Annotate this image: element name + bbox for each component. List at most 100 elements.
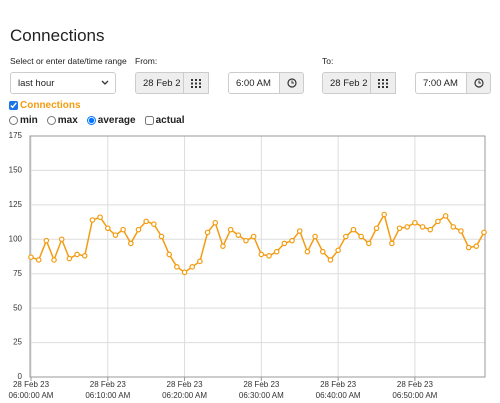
x-tick-label: 06:20:00 AM (162, 391, 207, 400)
point (112, 232, 119, 238)
option-input[interactable] (9, 116, 18, 125)
point (128, 240, 134, 247)
point (442, 213, 449, 219)
point (66, 255, 73, 262)
calendar-button[interactable] (183, 72, 209, 94)
option-input[interactable] (144, 116, 154, 125)
point (143, 218, 149, 225)
from-date[interactable]: 28 Feb 2 (135, 72, 184, 94)
point (51, 257, 57, 263)
point (197, 258, 203, 265)
point (243, 237, 249, 244)
point (396, 225, 403, 232)
point (312, 233, 318, 240)
point (289, 237, 295, 244)
calendar-button[interactable] (370, 72, 396, 94)
series-toggle[interactable]: Connections (9, 100, 81, 111)
option[interactable]: average (86, 115, 136, 126)
point (212, 219, 219, 226)
x-tick-label: 06:50:00 AM (392, 391, 437, 400)
point (273, 248, 280, 255)
point (220, 243, 226, 249)
point (166, 251, 173, 258)
point (43, 237, 50, 244)
point (250, 233, 257, 240)
y-tick-label: 100 (9, 234, 23, 243)
point (35, 257, 42, 263)
point (335, 247, 341, 254)
point (427, 226, 434, 233)
x-tick-label: 28 Feb 23 (13, 380, 50, 389)
point (81, 253, 88, 259)
option[interactable]: max (46, 115, 78, 126)
to-label: To: (322, 56, 334, 66)
x-tick-label: 28 Feb 23 (243, 380, 280, 389)
x-tick-label: 28 Feb 23 (90, 380, 127, 389)
point (366, 240, 372, 247)
point (174, 264, 180, 270)
point (404, 224, 411, 230)
chevron (101, 80, 109, 85)
point (319, 248, 326, 255)
range-select[interactable]: last hour (10, 72, 116, 94)
x-tick-label: 06:30:00 AM (239, 391, 284, 400)
point (373, 225, 380, 232)
point (435, 218, 441, 225)
y-tick-label: 50 (13, 303, 22, 312)
chart: 0 25 50 75 100 125 150 175 28 Feb 23 06:00:00 AM 2… (9, 131, 487, 400)
plot-frame (29, 135, 486, 378)
clock-icon (286, 78, 297, 88)
point (381, 211, 387, 218)
x-tick-label: 28 Feb 23 (167, 380, 204, 389)
calendar-icon (191, 78, 201, 88)
x-tick-label: 06:40:00 AM (316, 391, 361, 400)
point (450, 224, 457, 230)
clock-button[interactable] (279, 72, 304, 94)
point (97, 214, 103, 221)
range-value: last hour (18, 77, 55, 89)
option-input[interactable] (46, 116, 56, 125)
series-checkbox[interactable] (9, 101, 18, 110)
point (327, 257, 334, 263)
y-tick-label: 175 (9, 131, 23, 140)
x-tick-label: 06:00:00 AM (9, 391, 54, 400)
option[interactable]: min (9, 115, 38, 126)
point (350, 226, 357, 233)
point (28, 254, 34, 260)
x-tick-label: 28 Feb 23 (397, 380, 434, 389)
point (58, 236, 65, 243)
x-tick-label: 28 Feb 23 (320, 380, 357, 389)
point (204, 229, 211, 236)
point (227, 226, 234, 233)
clock-button[interactable] (466, 72, 491, 94)
option-label: max (57, 115, 78, 126)
point (189, 264, 196, 270)
series-label: Connections (20, 100, 81, 111)
clock-icon (473, 78, 484, 88)
from-time[interactable]: 6:00 AM (228, 72, 280, 94)
point (342, 233, 349, 240)
point (304, 248, 311, 255)
aggregate-options: min max average actual (9, 115, 185, 126)
option-label: min (20, 115, 38, 126)
option-label: actual (155, 115, 185, 126)
option-input[interactable] (86, 116, 96, 125)
point (296, 228, 303, 234)
point (358, 233, 364, 240)
point (120, 226, 126, 233)
y-tick-label: 0 (18, 372, 23, 381)
to-date[interactable]: 28 Feb 2 (322, 72, 371, 94)
point (481, 229, 487, 236)
point (235, 232, 242, 238)
option[interactable]: actual (144, 115, 185, 126)
from-label: From: (135, 56, 158, 66)
point (181, 269, 188, 276)
point (74, 251, 80, 258)
point (151, 221, 157, 227)
point (412, 219, 418, 226)
point (389, 240, 395, 247)
point (158, 233, 165, 240)
to-time[interactable]: 7:00 AM (415, 72, 467, 94)
y-tick-label: 25 (13, 338, 22, 347)
